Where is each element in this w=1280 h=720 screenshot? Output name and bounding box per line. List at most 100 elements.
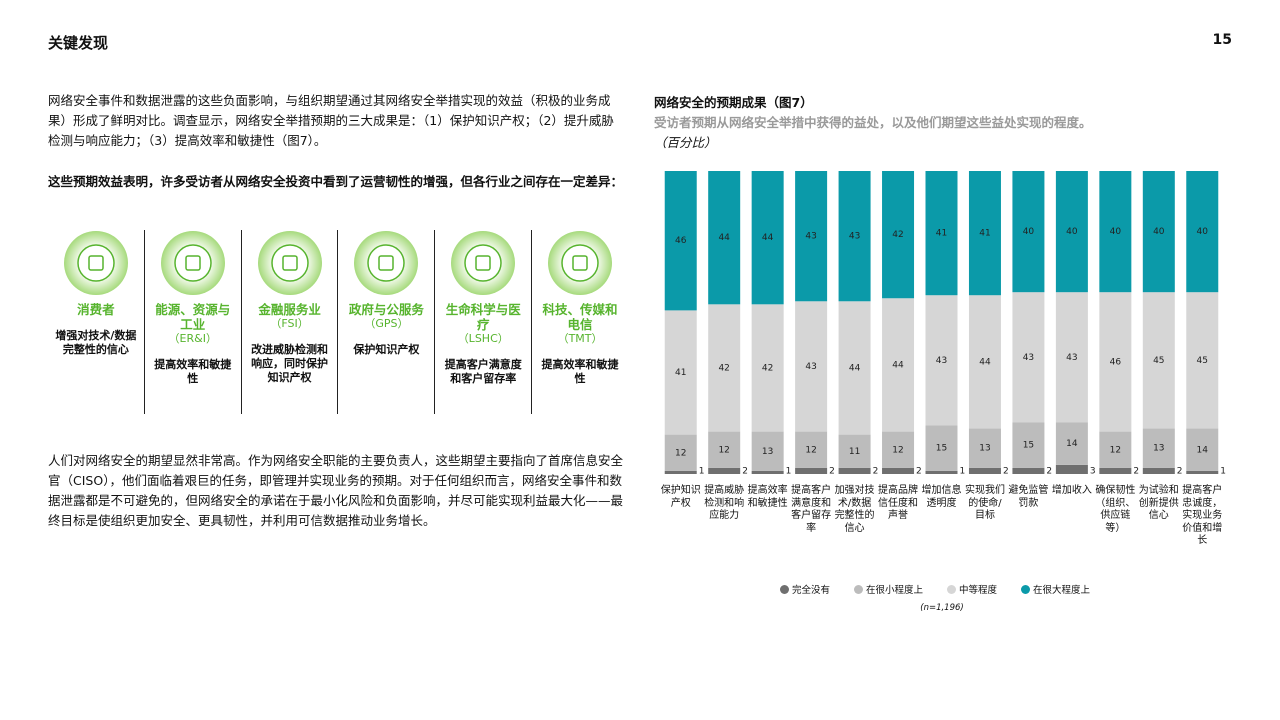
icon-glyph (184, 255, 201, 271)
x-tick-label: 提高效率和敏捷性 (747, 485, 788, 509)
bar-segment (925, 470, 958, 474)
value-label: 41 (936, 229, 947, 239)
bar-segment (838, 434, 871, 468)
bar-segment (1142, 171, 1175, 293)
industry-desc: 保护知识产权 (353, 343, 420, 356)
value-label: 44 (718, 233, 730, 243)
legend-item: 在很小程度上 (854, 582, 923, 596)
x-tick-label: 提高威胁检测和响应能力 (704, 485, 745, 521)
bar-segment (795, 431, 828, 468)
industry-name: 金融服务业 (258, 302, 321, 317)
industry-abbr: （FSI） (270, 317, 309, 330)
icon-glyph (88, 255, 104, 271)
bar-segment (1012, 171, 1045, 293)
legend-label: 完全没有 (792, 585, 831, 596)
industry-icon (354, 231, 419, 295)
industry-icon (548, 231, 613, 295)
value-label: 43 (805, 232, 816, 242)
bar-segment (1055, 422, 1088, 465)
value-label: 12 (1110, 445, 1121, 455)
bar-segment (968, 428, 1001, 468)
industry-name: 科技、传媒和电信 (542, 302, 618, 332)
bar-segment (1186, 171, 1219, 293)
value-label: 46 (1110, 357, 1122, 367)
value-label: 3 (1090, 467, 1096, 477)
value-label: 14 (1197, 445, 1209, 455)
industry-abbr: （LSHC） (457, 332, 509, 345)
bar-segment (1099, 467, 1132, 474)
value-label: 42 (718, 363, 729, 373)
industry-desc: 增强对技术/数据完整性的信心 (55, 329, 137, 356)
bar-segment (751, 431, 784, 471)
bar-segment (925, 295, 958, 426)
industry-list: 消费者 增强对技术/数据完整性的信心 能源、资源与工业 （ER&I） 提高效率和敏捷性金… (48, 230, 628, 414)
value-label: 42 (892, 230, 903, 240)
value-label: 46 (675, 236, 687, 246)
bar-segment (838, 171, 871, 302)
value-label: 41 (979, 229, 990, 239)
industry-abbr: （TMT） (557, 332, 603, 345)
value-label: 44 (979, 357, 991, 367)
x-tick-label: 增加收入 (1051, 485, 1092, 496)
bar-segment (1186, 292, 1219, 429)
chart-note: (n=1,196) (920, 603, 964, 613)
x-tick-label: 实现我们的使命/目标 (964, 485, 1005, 521)
industry: 金融服务业 （FSI） 改进威胁检测和响应，同时保护知识产权 (242, 230, 339, 414)
bar-segment (968, 467, 1001, 474)
value-label: 44 (762, 233, 774, 243)
value-label: 1 (1220, 467, 1226, 477)
value-label: 15 (1023, 441, 1034, 451)
bar-segment (1012, 467, 1045, 474)
value-label: 1 (786, 467, 792, 477)
bar-segment (664, 171, 697, 311)
bar-segment (882, 467, 915, 474)
value-label: 2 (916, 467, 922, 477)
bar-segment (968, 295, 1001, 429)
legend-label: 在很小程度上 (866, 585, 924, 596)
value-label: 13 (979, 444, 990, 454)
value-label: 13 (762, 447, 773, 457)
paragraph: 这些预期效益表明，许多受访者从网络安全投资中看到了运营韧性的增强，但各行业之间存… (48, 174, 624, 189)
icon-ring (77, 244, 115, 282)
x-tick-label: 提高客户满意度和客户留存率 (791, 485, 832, 534)
icon-ring (561, 244, 599, 282)
legend: 完全没有 在很小程度上 中等程度 在很大程度上 (780, 582, 1090, 596)
value-label: 44 (849, 363, 861, 373)
bar-segment (882, 431, 915, 468)
bar-segment (708, 431, 741, 468)
bar-segment (1099, 292, 1132, 432)
value-label: 42 (762, 363, 773, 373)
legend-swatch (854, 584, 864, 594)
value-label: 2 (829, 467, 835, 477)
icon-ring (173, 244, 212, 282)
industry-icon (63, 231, 128, 295)
legend-item: 在很大程度上 (1021, 582, 1090, 596)
legend-item: 完全没有 (780, 582, 830, 596)
value-label: 2 (1046, 467, 1052, 477)
value-label: 43 (1066, 353, 1077, 363)
value-label: 12 (892, 445, 903, 455)
industry-desc: 提高客户满意度和客户留存率 (444, 358, 522, 385)
industry-desc: 改进威胁检测和响应，同时保护知识产权 (251, 343, 329, 384)
x-tick-label: 提高客户忠诚度，实现业务价值和增长 (1182, 485, 1223, 546)
value-label: 12 (718, 445, 729, 455)
value-label: 44 (892, 360, 904, 370)
bar-segment (1099, 431, 1132, 468)
paragraph: 网络安全事件和数据泄露的这些负面影响，与组织期望通过其网络安全举措实现的效益（积… (48, 93, 614, 148)
value-label: 13 (1153, 444, 1164, 454)
value-label: 2 (1003, 467, 1009, 477)
x-tick-label: 为试验和创新提供信心 (1138, 485, 1179, 521)
value-label: 41 (675, 368, 686, 378)
industry-desc: 提高效率和敏捷性 (541, 358, 619, 385)
legend-label: 中等程度 (959, 585, 998, 596)
value-label: 40 (1023, 227, 1035, 237)
bar-segment (795, 171, 828, 302)
value-label: 2 (873, 467, 879, 477)
bar-segment (838, 301, 871, 435)
bar-segment (1055, 292, 1088, 423)
value-label: 40 (1066, 227, 1078, 237)
bar-segment (1055, 171, 1088, 293)
legend-swatch (947, 584, 957, 594)
industry-icon (451, 231, 516, 295)
